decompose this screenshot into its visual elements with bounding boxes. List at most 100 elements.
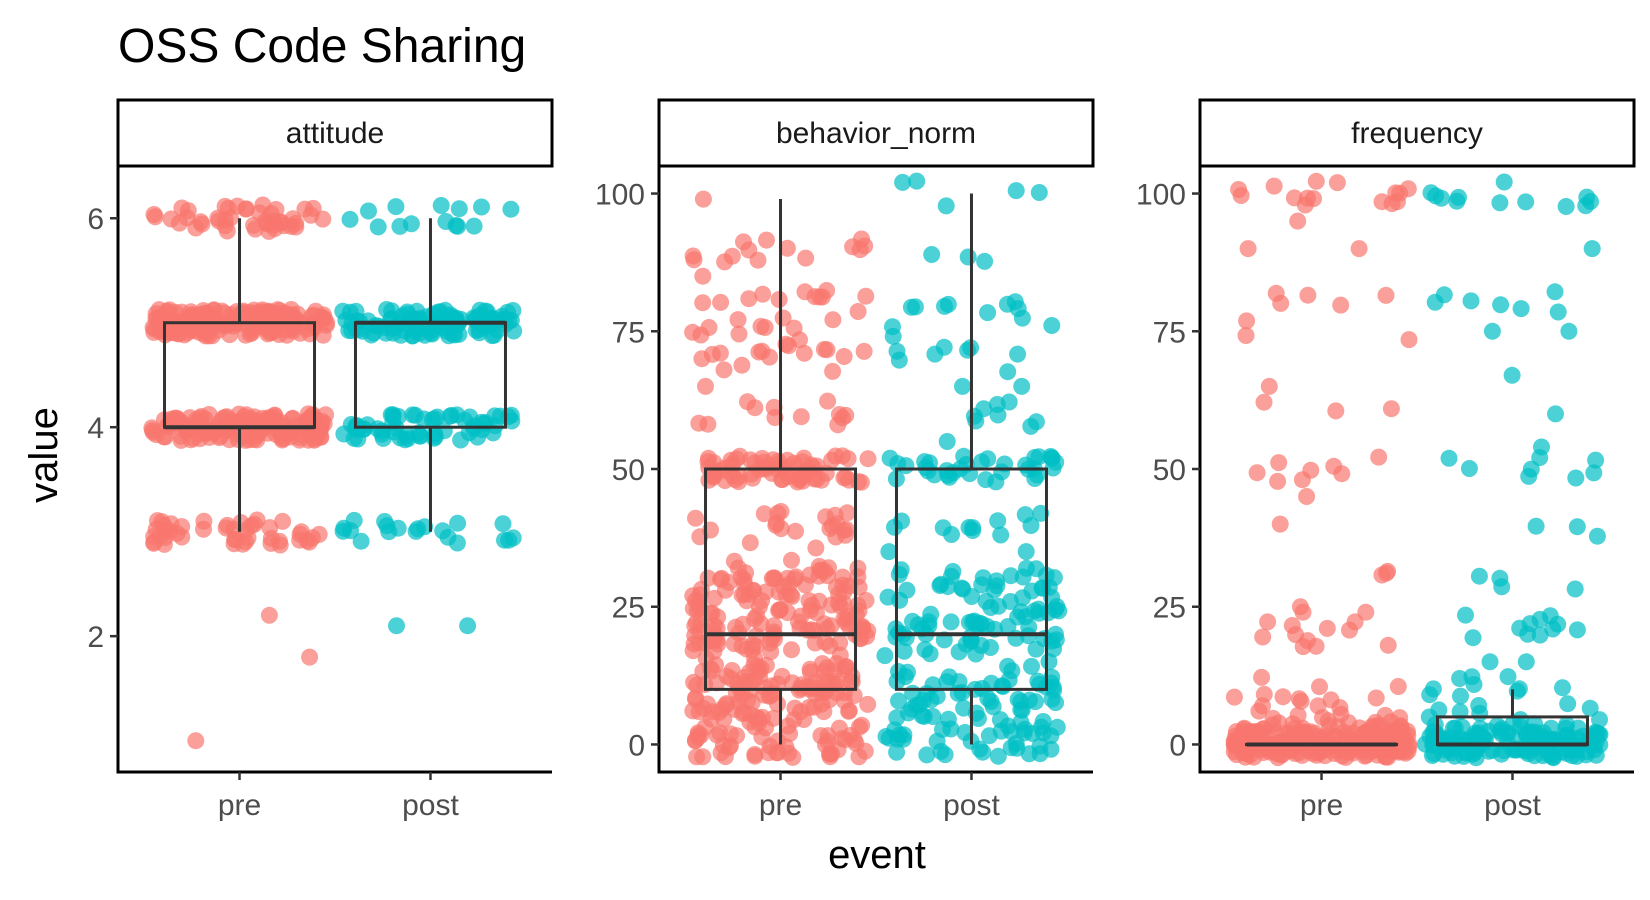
data-point-pre <box>760 744 778 762</box>
data-point-post <box>1440 449 1458 467</box>
data-point-pre <box>274 512 292 530</box>
data-point-pre <box>1311 678 1328 696</box>
data-point-pre <box>302 206 320 224</box>
data-point-pre <box>1265 177 1283 195</box>
data-point-post <box>884 318 901 336</box>
data-point-pre <box>1231 728 1249 746</box>
data-point-pre <box>1270 714 1288 732</box>
data-point-pre <box>1400 331 1418 349</box>
data-point-post <box>1007 182 1025 200</box>
data-point-post <box>888 342 906 360</box>
data-point-post <box>1026 470 1044 487</box>
data-point-pre <box>779 569 796 587</box>
data-point-post <box>992 526 1010 544</box>
data-point-pre <box>694 267 712 285</box>
data-point-pre <box>685 251 703 269</box>
data-point-post <box>916 641 934 658</box>
data-point-post <box>979 450 997 468</box>
facet-label: behavior_norm <box>776 117 976 150</box>
facet-strip <box>1198 98 1636 168</box>
x-tick-label: pre <box>759 789 802 822</box>
y-tick-label: 50 <box>1153 454 1186 487</box>
data-point-pre <box>849 559 867 577</box>
data-point-pre <box>779 451 796 469</box>
data-point-pre <box>1351 719 1368 737</box>
data-point-post <box>939 295 957 313</box>
data-point-post <box>1023 582 1041 600</box>
data-point-post <box>341 210 359 228</box>
data-point-post <box>411 427 429 445</box>
data-point-pre <box>797 249 815 267</box>
data-point-post <box>1557 719 1575 737</box>
data-point-post <box>971 740 989 758</box>
data-point-post <box>957 635 975 653</box>
data-point-post <box>334 302 352 320</box>
data-point-post <box>391 217 409 235</box>
data-point-post <box>959 341 977 359</box>
y-tick-label: 6 <box>87 203 104 236</box>
data-point-post <box>1013 377 1031 395</box>
data-point-pre <box>723 662 741 679</box>
data-point-pre <box>857 592 875 609</box>
data-point-pre <box>756 319 774 336</box>
data-point-post <box>469 428 487 446</box>
data-point-pre <box>688 748 706 766</box>
data-point-post <box>902 700 920 718</box>
data-point-pre <box>725 552 743 570</box>
data-point-pre <box>859 695 877 713</box>
x-tick-label: post <box>1484 789 1541 822</box>
data-point-pre <box>739 393 756 411</box>
data-point-pre <box>783 641 800 659</box>
data-point-pre <box>1373 566 1391 584</box>
data-point-pre <box>178 209 196 227</box>
data-point-post <box>906 298 924 316</box>
data-point-pre <box>1357 603 1375 621</box>
data-point-post <box>999 363 1017 381</box>
data-point-post <box>352 532 370 550</box>
data-point-post <box>456 411 474 429</box>
data-point-post <box>1043 449 1061 467</box>
data-point-pre <box>145 206 163 223</box>
data-point-pre <box>1363 718 1381 736</box>
data-point-pre <box>815 340 833 358</box>
data-point-pre <box>1260 377 1278 395</box>
data-point-post <box>1567 469 1585 487</box>
data-point-pre <box>1329 718 1347 736</box>
data-point-post <box>1030 184 1048 201</box>
data-point-post <box>923 246 941 263</box>
data-point-post <box>1465 676 1483 693</box>
data-point-pre <box>820 691 838 709</box>
data-point-pre <box>750 663 768 680</box>
data-point-post <box>928 687 946 705</box>
data-point-pre <box>155 535 173 553</box>
data-point-pre <box>687 689 705 707</box>
data-point-pre <box>696 718 714 736</box>
data-point-pre <box>716 253 734 271</box>
data-point-pre <box>262 316 280 334</box>
data-point-post <box>974 569 992 587</box>
data-point-pre <box>750 343 768 361</box>
data-point-pre <box>1232 187 1250 204</box>
data-point-pre <box>187 732 205 750</box>
data-point-post <box>388 617 405 635</box>
data-point-pre <box>773 667 791 685</box>
data-point-post <box>1016 506 1034 524</box>
data-point-post <box>1043 690 1061 708</box>
data-point-pre <box>1317 727 1335 745</box>
data-point-post <box>378 517 396 535</box>
data-point-post <box>1046 601 1064 619</box>
data-point-pre <box>778 239 796 257</box>
data-point-pre <box>774 309 792 327</box>
data-point-post <box>959 248 977 266</box>
data-point-post <box>369 218 387 236</box>
data-point-post <box>1566 580 1584 598</box>
data-point-pre <box>727 684 745 702</box>
data-point-post <box>1003 662 1021 680</box>
data-point-pre <box>746 746 764 763</box>
data-point-post <box>447 217 465 234</box>
data-point-pre <box>1248 464 1266 482</box>
data-point-post <box>988 572 1005 590</box>
data-point-pre <box>740 290 758 308</box>
data-point-post <box>1568 518 1586 536</box>
